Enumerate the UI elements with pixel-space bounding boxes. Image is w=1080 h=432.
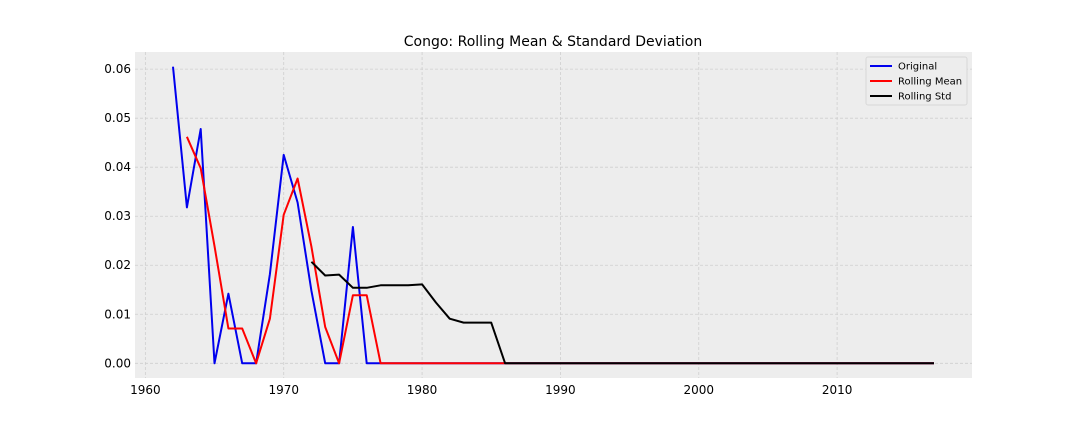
plot-area bbox=[135, 52, 972, 378]
x-tick-label: 1960 bbox=[130, 383, 161, 397]
chart-title: Congo: Rolling Mean & Standard Deviation bbox=[404, 34, 702, 50]
x-tick-label: 1970 bbox=[268, 383, 299, 397]
y-tick-label: 0.00 bbox=[104, 356, 131, 370]
legend-label-original: Original bbox=[898, 62, 937, 73]
x-tick-label: 1980 bbox=[407, 383, 438, 397]
x-tick-label: 2010 bbox=[822, 383, 853, 397]
series-rolling-std bbox=[310, 261, 934, 365]
y-tick-label: 0.02 bbox=[104, 258, 131, 272]
legend: Original Rolling Mean Rolling Std bbox=[865, 56, 968, 106]
legend-box bbox=[865, 56, 968, 106]
y-axis: 0.00 0.01 0.02 0.03 0.04 0.05 0.06 bbox=[104, 62, 131, 370]
y-tick-label: 0.04 bbox=[104, 160, 131, 174]
x-axis: 1960 1970 1980 1990 2000 2010 bbox=[130, 383, 852, 397]
legend-label-rolling-mean: Rolling Mean bbox=[898, 77, 962, 88]
y-tick-label: 0.03 bbox=[104, 209, 131, 223]
series-line-rolling-std bbox=[310, 261, 934, 365]
y-tick-label: 0.06 bbox=[104, 62, 131, 76]
y-tick-label: 0.05 bbox=[104, 111, 131, 125]
legend-label-rolling-std: Rolling Std bbox=[898, 92, 951, 103]
series-layer bbox=[172, 66, 934, 365]
y-tick-label: 0.01 bbox=[104, 307, 131, 321]
x-tick-label: 1990 bbox=[545, 383, 576, 397]
x-tick-label: 2000 bbox=[683, 383, 714, 397]
